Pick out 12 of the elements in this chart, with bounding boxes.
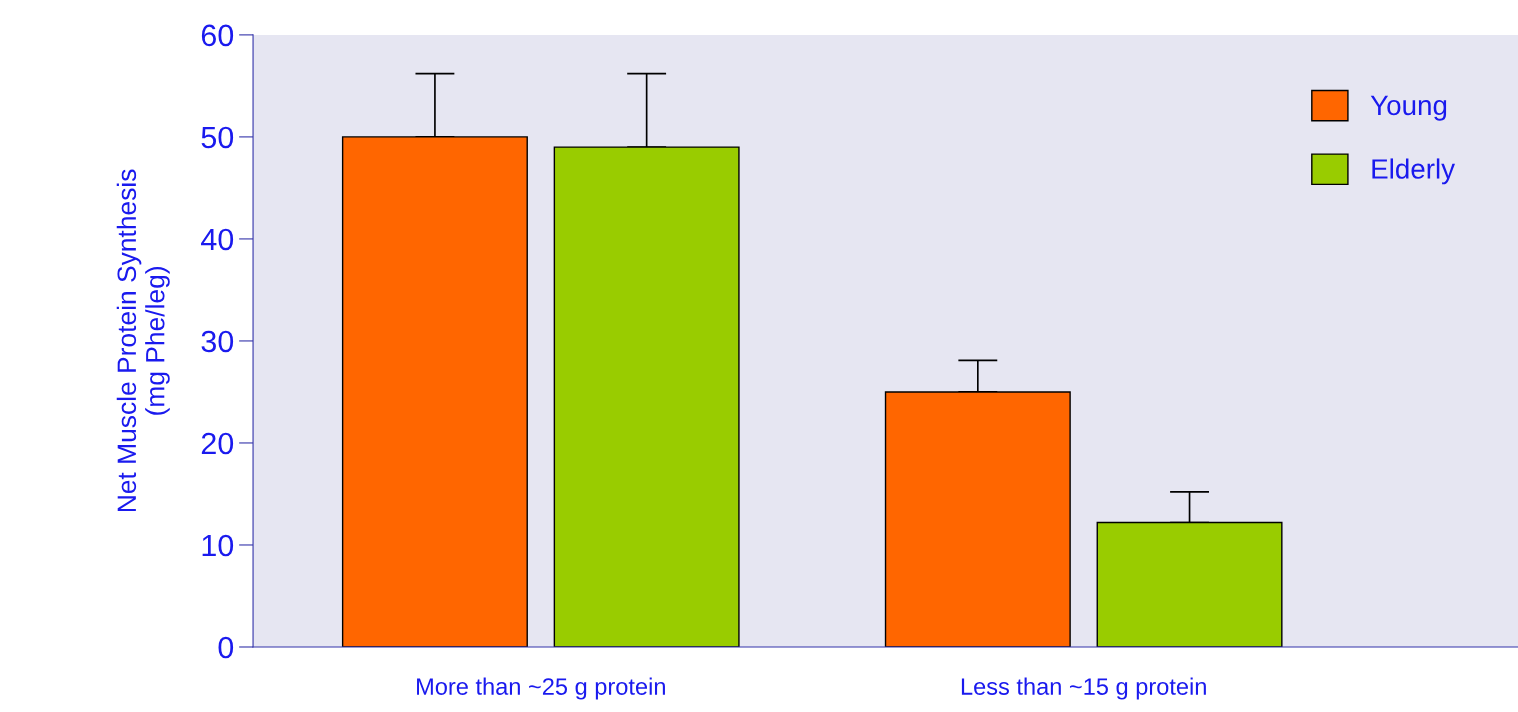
y-tick-label: 0 — [218, 636, 234, 659]
y-tick-label: 40 — [201, 228, 234, 251]
y-tick-label: 30 — [201, 330, 234, 353]
x-tick-label: More than ~25 g protein — [417, 677, 665, 700]
legend-label: Young — [1370, 95, 1447, 121]
y-tick-label: 60 — [201, 24, 234, 47]
legend-label: Elderly — [1372, 158, 1455, 185]
y-tick-label: 20 — [201, 432, 234, 455]
y-tick-label: 50 — [201, 126, 234, 149]
x-tick-label: Less than ~15 g protein — [961, 677, 1206, 700]
y-axis-title: Net Muscle Protein Synthesis (mg Phe/leg) — [116, 169, 170, 512]
y-tick-label: 10 — [202, 534, 234, 557]
